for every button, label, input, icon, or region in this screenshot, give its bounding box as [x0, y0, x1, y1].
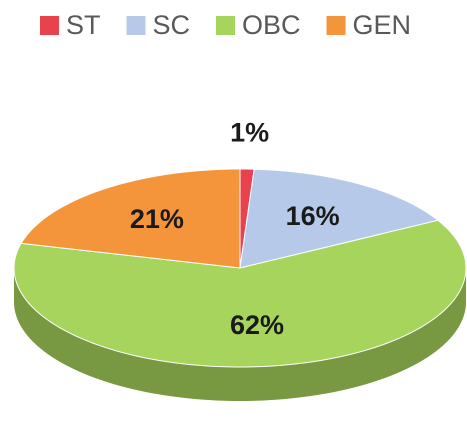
legend-label: SC — [153, 10, 191, 40]
pie-side — [14, 268, 466, 401]
legend-label: ST — [66, 10, 101, 40]
legend-swatch — [126, 16, 146, 35]
pie-slice — [20, 168, 241, 269]
legend-swatch — [40, 16, 59, 35]
data-label: 16% — [286, 201, 340, 231]
data-label: 62% — [230, 310, 284, 340]
legend-swatch — [326, 16, 346, 35]
legend-label: OBC — [242, 10, 301, 40]
legend-label: GEN — [353, 10, 412, 40]
pie-slice — [239, 168, 440, 269]
data-label: 21% — [130, 204, 184, 234]
data-label: 1% — [230, 118, 269, 148]
pie-slice — [13, 219, 467, 368]
legend-swatch — [216, 16, 236, 35]
